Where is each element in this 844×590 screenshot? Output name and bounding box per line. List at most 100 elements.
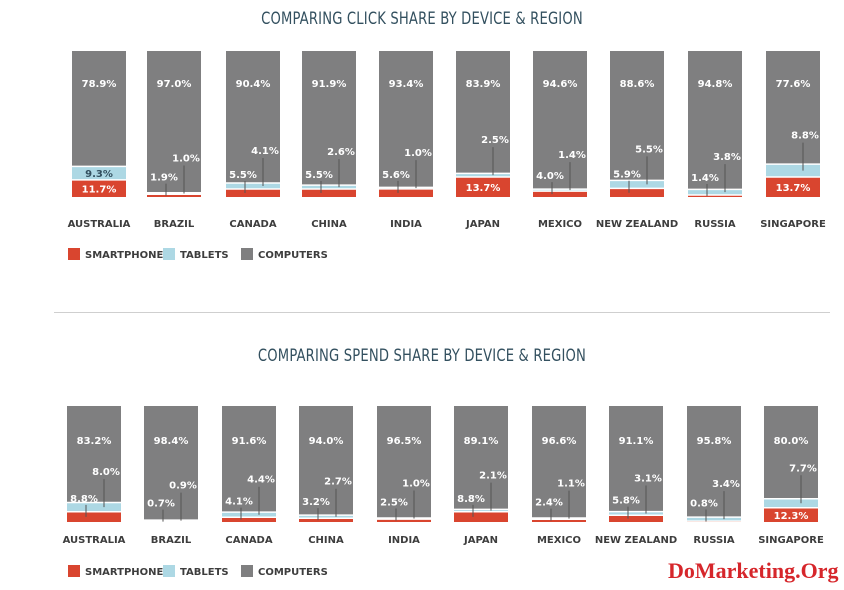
legend-swatch [68, 248, 80, 260]
legend-label: COMPUTERS [258, 250, 328, 261]
data-label-smartphones: 0.7% [147, 499, 175, 510]
bar-group: 83.9% 2.5% 13.7% [456, 51, 510, 197]
bar-smartphones [454, 511, 508, 522]
bar-computers [299, 406, 353, 516]
legend-swatch [68, 565, 80, 577]
bar-tablets [764, 498, 818, 508]
bar-computers [147, 51, 201, 193]
data-label-tablets: 8.0% [92, 467, 120, 478]
data-label-tablets: 2.7% [324, 477, 352, 488]
legend-label: TABLETS [180, 250, 229, 261]
watermark-logo: DoMarketing.Org [668, 558, 839, 583]
bar-smartphones [766, 176, 820, 197]
bar-computers [222, 406, 276, 513]
data-label-computers: 90.4% [236, 79, 271, 90]
data-label-computers: 93.4% [389, 79, 424, 90]
legend-item-smartphones: SMARTPHONES [68, 565, 171, 578]
bar-group: 90.4% 4.1% 5.5% [226, 51, 280, 197]
category-label: INDIA [390, 219, 422, 230]
bar-smartphones [72, 179, 126, 197]
bar-group: 94.6% 1.4% 4.0% [533, 51, 587, 197]
legend-item-tablets: TABLETS [163, 565, 229, 578]
category-label: AUSTRALIA [63, 535, 126, 546]
category-label: JAPAN [463, 535, 498, 546]
data-label-smartphones: 12.3% [774, 511, 809, 522]
data-label-tablets: 3.1% [634, 473, 662, 484]
bar-tablets [533, 189, 587, 192]
legend-item-smartphones: SMARTPHONES [68, 248, 171, 261]
data-label-tablets: 3.4% [712, 479, 740, 490]
data-label-tablets: 0.9% [169, 481, 197, 492]
bar-group: 78.9% 9.3% 11.7% [72, 51, 126, 197]
data-label-tablets: 9.3% [85, 169, 113, 180]
data-label-tablets: 3.8% [713, 152, 741, 163]
legend-label: COMPUTERS [258, 567, 328, 578]
click-share-chart: 78.9% 9.3% 11.7% AUSTRALIA 97.0% 1.0% 1.9% BRAZ… [68, 51, 826, 261]
data-label-computers: 98.4% [154, 436, 189, 447]
data-label-smartphones: 5.5% [229, 170, 257, 181]
bar-tablets [687, 517, 741, 522]
spend-share-chart: 83.2% 8.0% 8.8% AUSTRALIA 98.4% 0.9% 0.7% BRAZI… [63, 406, 824, 578]
data-label-smartphones: 8.8% [70, 494, 98, 505]
data-label-computers: 96.6% [542, 436, 577, 447]
bar-tablets [67, 502, 121, 512]
bar-computers [456, 51, 510, 174]
bar-smartphones [688, 194, 742, 197]
data-label-smartphones: 1.4% [691, 173, 719, 184]
legend-item-tablets: TABLETS [163, 248, 229, 261]
data-label-smartphones: 11.7% [82, 184, 117, 195]
data-label-smartphones: 5.8% [612, 496, 640, 507]
data-label-smartphones: 2.4% [535, 498, 563, 509]
data-label-smartphones: 5.5% [305, 170, 333, 181]
bar-tablets [766, 164, 820, 177]
legend-item-computers: COMPUTERS [241, 565, 328, 578]
data-label-computers: 83.9% [466, 79, 501, 90]
bar-smartphones [379, 188, 433, 197]
bar-group: 94.0% 2.7% 3.2% [299, 406, 353, 522]
bar-smartphones [302, 188, 356, 197]
category-label: MEXICO [538, 219, 582, 230]
bar-group: 88.6% 5.5% 5.9% [610, 51, 664, 197]
data-label-tablets: 1.0% [404, 148, 432, 159]
data-label-smartphones: 13.7% [776, 183, 811, 194]
bar-group: 77.6% 8.8% 13.7% [766, 51, 820, 197]
category-label: BRAZIL [154, 219, 195, 230]
bar-smartphones [609, 515, 663, 522]
bar-group: 80.0% 7.7% 12.3% [764, 406, 818, 522]
bar-computers [764, 406, 818, 499]
bar-group: 91.9% 2.6% 5.5% [302, 51, 356, 197]
bar-smartphones [226, 188, 280, 197]
legend-label: SMARTPHONES [85, 250, 171, 261]
bar-computers [532, 406, 586, 518]
data-label-computers: 83.2% [77, 436, 112, 447]
bar-tablets [610, 180, 664, 189]
bar-computers [533, 51, 587, 190]
category-label: CHINA [308, 535, 344, 546]
data-label-tablets: 4.1% [251, 146, 279, 157]
bar-computers [302, 51, 356, 186]
data-label-smartphones: 4.0% [536, 171, 564, 182]
legend-label: SMARTPHONES [85, 567, 171, 578]
bar-group: 98.4% 0.9% 0.7% [144, 406, 198, 522]
bar-group: 93.4% 1.0% 5.6% [379, 51, 433, 197]
bar-smartphones [222, 517, 276, 522]
data-label-computers: 91.6% [232, 436, 267, 447]
legend-item-computers: COMPUTERS [241, 248, 328, 261]
bar-group: 91.6% 4.4% 4.1% [222, 406, 276, 522]
bar-computers [687, 406, 741, 518]
bar-computers [379, 51, 433, 188]
bar-smartphones [532, 519, 586, 522]
bar-computers [688, 51, 742, 190]
data-label-smartphones: 4.1% [225, 497, 253, 508]
data-label-tablets: 1.1% [557, 479, 585, 490]
data-label-computers: 96.5% [387, 436, 422, 447]
data-label-computers: 95.8% [697, 436, 732, 447]
bar-computers [72, 51, 126, 167]
bar-group: 95.8% 3.4% 0.8% [687, 406, 741, 522]
data-label-tablets: 2.5% [481, 135, 509, 146]
bar-smartphones [377, 519, 431, 522]
data-label-smartphones: 5.9% [613, 170, 641, 181]
bar-tablets [222, 512, 276, 518]
bar-group: 91.1% 3.1% 5.8% [609, 406, 663, 522]
data-label-smartphones: 8.8% [457, 494, 485, 505]
